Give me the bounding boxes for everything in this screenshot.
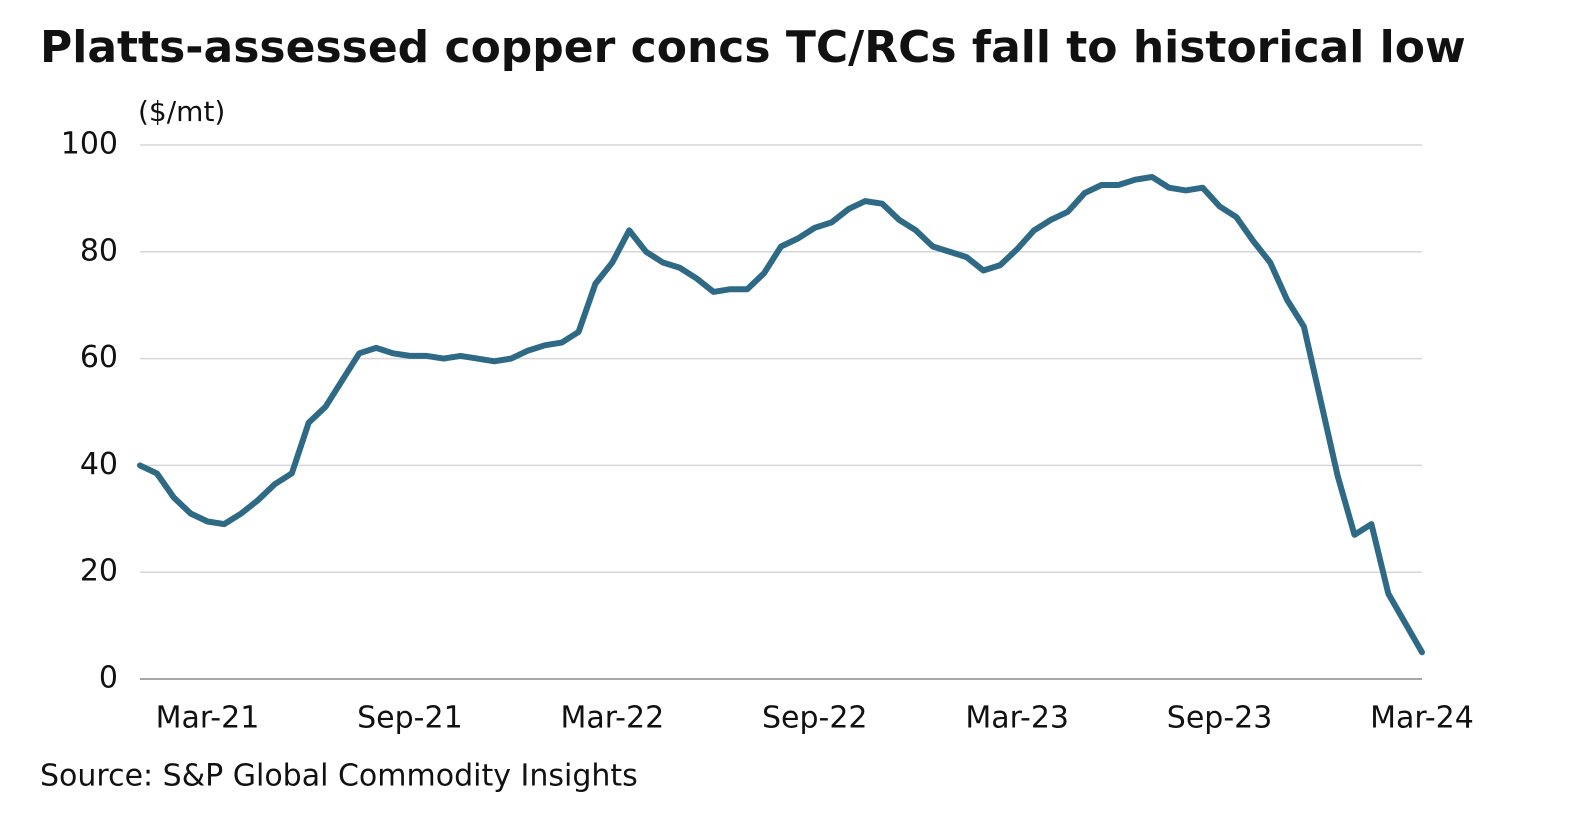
x-tick-label: Sep-22: [762, 701, 868, 736]
y-tick-label: 100: [61, 127, 118, 162]
y-tick-label: 60: [80, 340, 118, 375]
x-tick-label: Sep-21: [357, 701, 463, 736]
x-tick-label: Sep-23: [1167, 701, 1273, 736]
x-tick-label: Mar-21: [156, 701, 260, 736]
y-tick-label: 40: [80, 447, 118, 482]
y-tick-label: 0: [99, 661, 118, 696]
chart-title: Platts-assessed copper concs TC/RCs fall…: [40, 22, 1466, 73]
data-line: [137, 174, 1425, 656]
source-note: Source: S&P Global Commodity Insights: [40, 759, 638, 794]
x-tick-label: Mar-22: [560, 701, 664, 736]
y-axis-label: ($/mt): [138, 95, 225, 128]
x-tick-label: Mar-23: [965, 701, 1069, 736]
y-tick-label: 80: [80, 233, 118, 268]
x-tick-label: Mar-24: [1370, 701, 1474, 736]
y-tick-label: 20: [80, 554, 118, 589]
